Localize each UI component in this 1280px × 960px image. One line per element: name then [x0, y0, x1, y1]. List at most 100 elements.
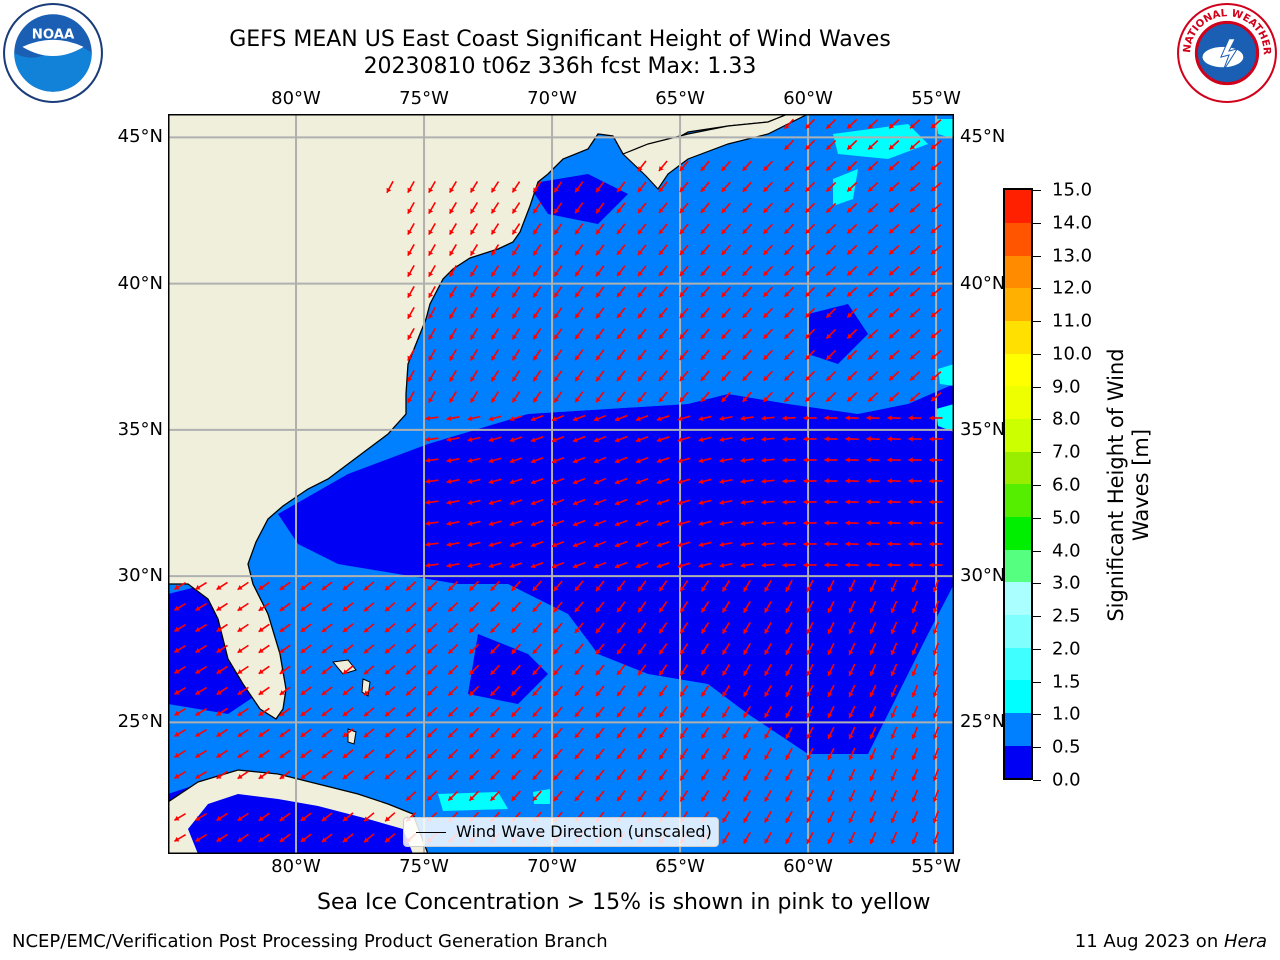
wave-height-mid-region [936, 119, 954, 139]
wave-direction-arrow [679, 244, 689, 256]
wave-direction-arrow [342, 602, 354, 612]
wave-direction-arrow [806, 642, 814, 656]
wave-direction-arrow [469, 244, 479, 256]
wave-direction-arrow [467, 541, 481, 548]
wave-direction-arrow [300, 707, 312, 717]
wave-direction-arrow [869, 789, 877, 803]
sea-ice-note: Sea Ice Concentration > 15% is shown in … [317, 890, 931, 915]
wave-direction-arrow [511, 202, 521, 214]
wave-direction-arrow [908, 562, 922, 568]
wave-direction-arrow [216, 728, 228, 738]
wave-direction-arrow [551, 435, 565, 443]
wave-direction-arrow [930, 308, 942, 318]
wave-direction-arrow [574, 370, 584, 382]
wave-direction-arrow [616, 223, 626, 235]
wave-direction-arrow [574, 328, 584, 340]
wave-direction-arrow [679, 601, 689, 613]
wave-direction-arrow [551, 540, 565, 548]
wave-direction-arrow [911, 747, 919, 761]
wave-direction-arrow [616, 202, 626, 214]
wave-direction-arrow [803, 436, 817, 442]
wave-direction-arrow [258, 686, 270, 696]
wave-direction-arrow [698, 478, 712, 485]
wave-direction-arrow [721, 832, 731, 844]
wave-height-mid-region [833, 169, 858, 206]
colorbar-segment [1005, 614, 1031, 648]
wave-direction-arrow [762, 265, 774, 277]
colorbar-tick-label: 0.5 [1052, 736, 1081, 758]
wave-direction-arrow [405, 707, 417, 717]
wave-direction-arrow [930, 266, 942, 276]
wave-direction-arrow [869, 747, 877, 761]
wave-direction-arrow [721, 328, 731, 340]
wave-direction-arrow [616, 622, 626, 634]
wave-direction-arrow [616, 601, 626, 613]
wave-direction-arrow [930, 119, 942, 129]
wave-direction-arrow [867, 328, 879, 340]
wave-direction-arrow [279, 707, 291, 717]
wave-direction-arrow [827, 684, 835, 698]
wave-direction-arrow [490, 370, 500, 382]
wave-direction-arrow [783, 202, 795, 214]
wave-direction-arrow [887, 478, 901, 484]
longitude-label-bottom: 60°W [783, 856, 833, 877]
colorbar-tick-label: 9.0 [1052, 376, 1081, 398]
wave-direction-arrow [782, 520, 796, 526]
map-legend: Wind Wave Direction (unscaled) [403, 817, 719, 847]
colorbar-segment [1005, 451, 1031, 485]
wave-direction-arrow [446, 415, 460, 422]
wave-direction-arrow [553, 370, 563, 382]
wave-direction-arrow [363, 728, 375, 738]
wave-direction-arrow [490, 286, 500, 298]
wave-direction-arrow [719, 457, 733, 464]
wave-direction-arrow [930, 350, 942, 360]
wave-direction-arrow [700, 391, 710, 403]
wave-direction-arrow [237, 581, 249, 591]
wave-direction-arrow [783, 139, 795, 151]
wave-direction-arrow [869, 579, 877, 593]
colorbar-segment [1005, 549, 1031, 583]
wave-direction-arrow [656, 457, 670, 464]
wave-direction-arrow [827, 705, 835, 719]
wave-direction-arrow [909, 203, 921, 213]
wave-direction-arrow [300, 623, 312, 633]
wave-direction-arrow [574, 181, 584, 193]
wave-direction-arrow [300, 665, 312, 675]
wave-direction-arrow [719, 499, 733, 506]
wave-direction-arrow [930, 287, 942, 297]
wave-direction-arrow [195, 770, 207, 780]
colorbar-tick-label: 2.5 [1052, 605, 1081, 627]
wave-direction-arrow [929, 499, 943, 505]
wave-direction-arrow [532, 748, 542, 760]
wave-direction-arrow [761, 415, 775, 421]
wave-direction-arrow [532, 685, 542, 697]
wave-direction-arrow [509, 436, 523, 443]
wave-direction-arrow [867, 349, 879, 361]
wave-direction-arrow [258, 644, 270, 654]
wave-direction-arrow [237, 812, 249, 822]
wave-direction-arrow [719, 541, 733, 548]
wave-direction-arrow [384, 602, 396, 612]
colorbar-tick-label: 4.0 [1052, 540, 1081, 562]
wave-direction-arrow [762, 391, 774, 403]
wave-direction-arrow [743, 810, 751, 824]
colorbar-segment [1005, 647, 1031, 681]
wave-direction-arrow [929, 520, 943, 526]
wave-direction-arrow [827, 747, 835, 761]
wave-direction-arrow [782, 415, 796, 421]
wave-direction-arrow [237, 707, 249, 717]
wave-direction-arrow [595, 223, 605, 235]
wave-direction-arrow [806, 621, 814, 635]
wave-direction-arrow [532, 244, 542, 256]
wave-direction-arrow [553, 664, 563, 676]
wave-direction-arrow [425, 541, 439, 547]
wave-direction-arrow [511, 328, 521, 340]
wave-direction-arrow [721, 664, 731, 676]
wave-direction-arrow [637, 706, 647, 718]
wave-direction-arrow [342, 770, 354, 780]
wave-direction-arrow [447, 580, 459, 592]
colorbar-segment [1005, 288, 1031, 322]
wave-direction-arrow [384, 623, 396, 633]
wave-height-mid-region [438, 792, 508, 811]
land-north-america [168, 114, 789, 720]
